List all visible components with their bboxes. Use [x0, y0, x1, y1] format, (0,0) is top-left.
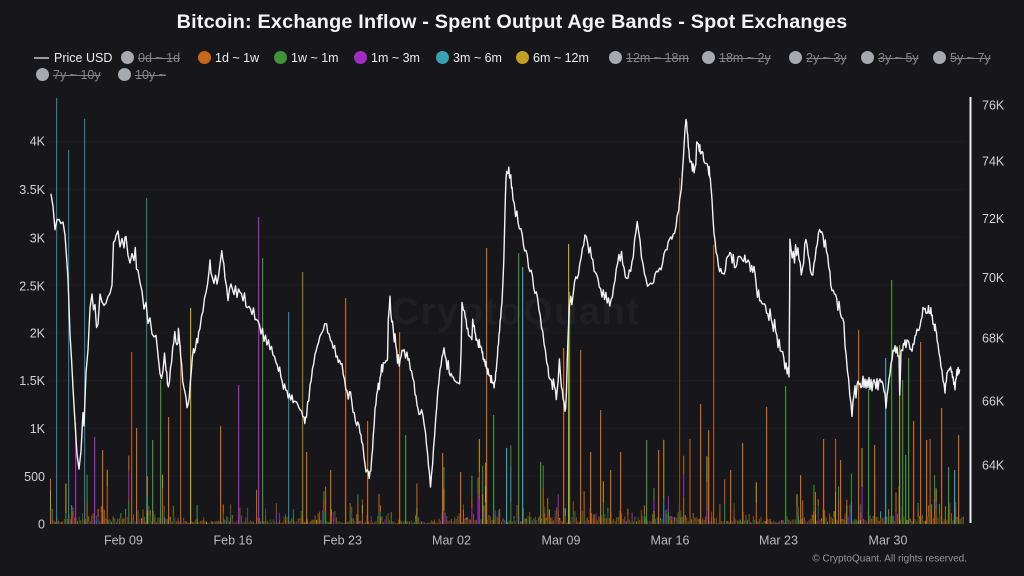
svg-text:68K: 68K	[982, 332, 1005, 346]
svg-text:3.5K: 3.5K	[19, 183, 45, 197]
svg-text:1.5K: 1.5K	[19, 374, 45, 388]
svg-text:Mar 02: Mar 02	[432, 534, 471, 548]
svg-text:CryptoQuant: CryptoQuant	[392, 291, 641, 333]
svg-text:© CryptoQuant. All rights rese: © CryptoQuant. All rights reserved.	[812, 554, 967, 565]
svg-text:Mar 16: Mar 16	[651, 534, 690, 548]
svg-text:500: 500	[24, 470, 45, 484]
svg-text:1K: 1K	[30, 422, 46, 436]
svg-text:Mar 23: Mar 23	[759, 534, 798, 548]
svg-text:72K: 72K	[982, 212, 1005, 226]
svg-text:74K: 74K	[982, 155, 1005, 169]
svg-text:2K: 2K	[30, 327, 46, 341]
svg-text:Feb 16: Feb 16	[214, 534, 253, 548]
svg-text:64K: 64K	[982, 459, 1005, 473]
svg-text:2.5K: 2.5K	[19, 280, 45, 294]
svg-text:Mar 30: Mar 30	[869, 534, 908, 548]
svg-text:Feb 23: Feb 23	[323, 534, 362, 548]
svg-text:Mar 09: Mar 09	[542, 534, 581, 548]
svg-text:0: 0	[38, 517, 45, 531]
svg-text:66K: 66K	[982, 394, 1005, 408]
svg-text:3K: 3K	[30, 231, 46, 245]
svg-text:76K: 76K	[982, 99, 1005, 113]
svg-text:Feb 09: Feb 09	[104, 534, 143, 548]
svg-text:70K: 70K	[982, 271, 1005, 285]
svg-text:4K: 4K	[30, 134, 46, 148]
